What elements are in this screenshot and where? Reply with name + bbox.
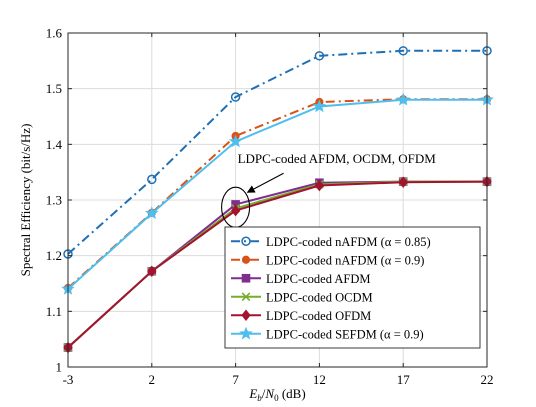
y-tick-label: 1 [56, 360, 63, 375]
y-tick-label: 1.3 [46, 193, 62, 208]
y-tick-label: 1.1 [46, 304, 62, 319]
data-point-6-5 [396, 92, 410, 106]
legend-marker [241, 292, 251, 302]
legend-label: LDPC-coded nAFDM (α = 0.85) [266, 235, 431, 249]
data-point-1-4 [314, 51, 325, 61]
legend-box [224, 226, 481, 349]
legend-item-3: LDPC-coded AFDM [231, 272, 371, 286]
annotation-layer: LDPC-coded AFDM, OCDM, OFDM [221, 151, 437, 228]
y-tick-label: 1.4 [46, 137, 63, 152]
series-line-2 [67, 98, 487, 289]
legend-marker [241, 255, 251, 264]
legend-label: LDPC-coded SEFDM (α = 0.9) [266, 327, 424, 341]
annotation-arrow [246, 172, 284, 193]
series-line-6 [67, 98, 487, 290]
y-tick-label: 1.6 [46, 26, 63, 41]
series-5 [63, 175, 492, 354]
y-axis-label: Spectral Efficiency (bit/s/Hz) [18, 124, 33, 277]
x-axis-label: Eb/N0 (dB) [248, 386, 305, 402]
x-axis-label-zero: 0 [274, 393, 279, 402]
legend-item-1: LDPC-coded nAFDM (α = 0.85) [231, 235, 431, 249]
data-point-1-2 [147, 174, 157, 185]
x-axis-label-b: b [257, 393, 262, 402]
x-tick-label: 7 [232, 372, 239, 387]
data-point-6-4 [312, 99, 327, 113]
x-axis-label-slash: / [262, 386, 266, 401]
data-point-6-2 [145, 206, 159, 220]
data-point-5-3 [230, 204, 241, 217]
legend-item-6: LDPC-coded SEFDM (α = 0.9) [231, 326, 424, 341]
x-tick-label: 17 [397, 372, 411, 387]
x-axis-label-unit: (dB) [279, 386, 306, 401]
data-point-6-3 [228, 134, 243, 148]
series-line-1 [67, 49, 487, 255]
legend-marker [241, 309, 251, 322]
legend: LDPC-coded nAFDM (α = 0.85) LDPC-coded nA… [224, 226, 481, 349]
legend-marker [241, 273, 251, 283]
data-point-1-5 [398, 46, 408, 56]
legend-label: LDPC-coded AFDM [266, 272, 371, 286]
x-axis-label-n: N [264, 386, 275, 401]
x-axis-label-e: E [248, 386, 257, 401]
data-point-5-5 [398, 176, 408, 188]
data-point-5-2 [147, 265, 157, 278]
legend-label: LDPC-coded OCDM [266, 290, 373, 304]
x-tick-label: 12 [313, 372, 326, 387]
y-tick-label: 1.5 [46, 81, 62, 96]
annotation-label: LDPC-coded AFDM, OCDM, OFDM [238, 151, 437, 166]
legend-marker [239, 326, 253, 340]
y-tick-label: 1.2 [46, 248, 62, 263]
data-point-1-3 [230, 92, 241, 102]
data-point-5-4 [314, 179, 325, 192]
x-tick-label: -3 [63, 372, 74, 387]
tick-layer: -3 2 7 12 17 22 1 1.1 1.2 1.3 1.4 1.5 1.6 [46, 26, 494, 388]
legend-marker [241, 236, 251, 246]
legend-label: LDPC-coded nAFDM (α = 0.9) [266, 253, 424, 267]
legend-item-4: LDPC-coded OCDM [231, 290, 373, 304]
legend-item-2: LDPC-coded nAFDM (α = 0.9) [231, 253, 424, 267]
legend-item-5: LDPC-coded OFDM [231, 309, 371, 323]
legend-label: LDPC-coded OFDM [266, 309, 371, 323]
series-line-5 [67, 180, 488, 349]
x-tick-label: 2 [149, 372, 156, 387]
x-tick-label: 22 [481, 372, 494, 387]
